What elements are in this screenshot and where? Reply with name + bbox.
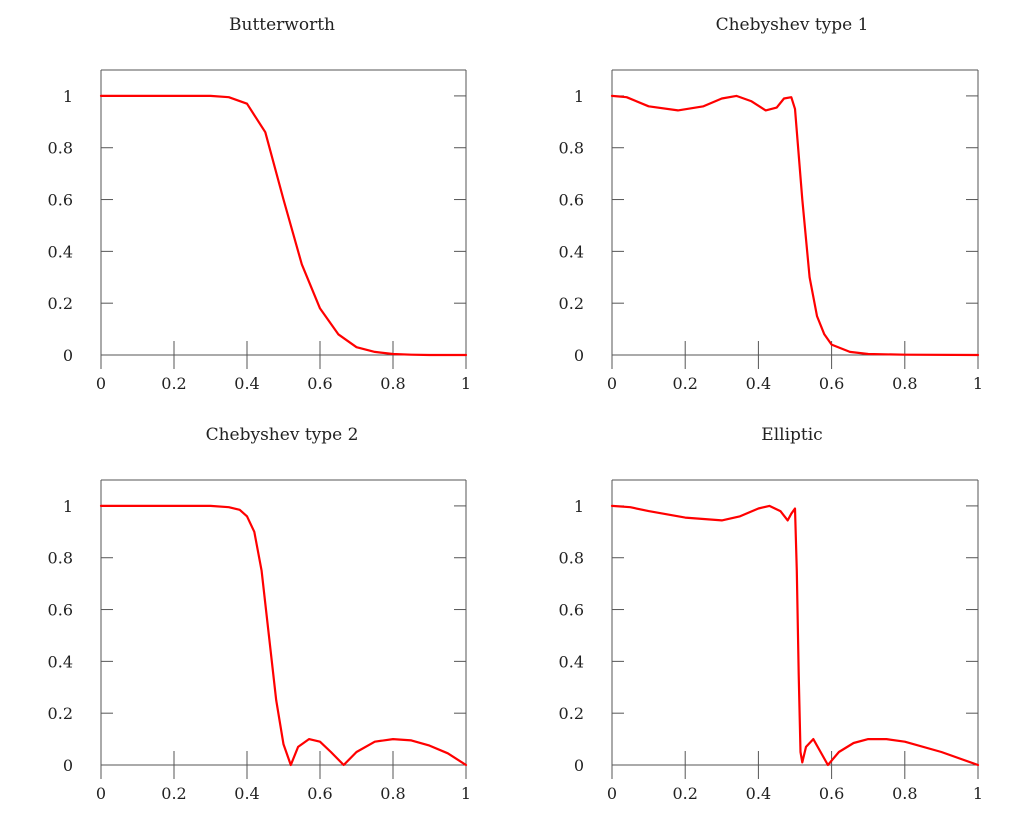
x-tick-labels: 0 0.2 0.4 0.6 0.8 1 bbox=[607, 784, 983, 803]
axes-frame bbox=[611, 479, 979, 766]
axes-frame bbox=[611, 69, 979, 356]
x-tick-label: 1 bbox=[973, 374, 983, 393]
x-tick-label: 1 bbox=[461, 784, 471, 803]
x-tick-label: 0.8 bbox=[380, 784, 405, 803]
series-layer bbox=[610, 94, 980, 357]
x-tick-label: 0.4 bbox=[234, 374, 259, 393]
tick-layer bbox=[611, 505, 979, 779]
x-tick-label: 0.6 bbox=[819, 784, 844, 803]
chart-title: Chebyshev type 2 bbox=[206, 425, 359, 445]
x-tick-label: 0.2 bbox=[161, 374, 186, 393]
y-tick-label: 0 bbox=[63, 756, 73, 775]
x-tick-label: 0 bbox=[607, 374, 617, 393]
x-tick-label: 1 bbox=[973, 784, 983, 803]
y-tick-label: 0.8 bbox=[559, 549, 584, 568]
chart-title: Elliptic bbox=[761, 425, 822, 445]
x-tick-label: 0.2 bbox=[672, 784, 697, 803]
y-tick-label: 0 bbox=[574, 756, 584, 775]
y-tick-label: 0.2 bbox=[48, 704, 73, 723]
y-tick-label: 0.4 bbox=[48, 652, 73, 671]
series-line bbox=[610, 504, 980, 767]
panel-butterworth: Butterworth 0 0.2 0.4 0.6 0.8 1 0 0.2 0.… bbox=[48, 15, 472, 393]
tick-layer bbox=[100, 95, 467, 369]
y-tick-labels: 0 0.2 0.4 0.6 0.8 1 bbox=[48, 497, 73, 775]
y-tick-label: 0.2 bbox=[559, 704, 584, 723]
y-tick-label: 0.4 bbox=[48, 242, 73, 261]
x-tick-label: 0.6 bbox=[307, 784, 332, 803]
y-tick-label: 0.4 bbox=[559, 652, 584, 671]
x-tick-label: 0.4 bbox=[234, 784, 259, 803]
y-tick-labels: 0 0.2 0.4 0.6 0.8 1 bbox=[559, 87, 584, 365]
y-tick-labels: 0 0.2 0.4 0.6 0.8 1 bbox=[48, 87, 73, 365]
chart-title: Butterworth bbox=[229, 15, 335, 35]
y-tick-label: 1 bbox=[574, 87, 584, 106]
x-tick-labels: 0 0.2 0.4 0.6 0.8 1 bbox=[96, 374, 471, 393]
y-tick-label: 0 bbox=[63, 346, 73, 365]
series-line bbox=[610, 94, 980, 357]
tick-layer bbox=[611, 95, 979, 369]
y-tick-label: 1 bbox=[63, 87, 73, 106]
y-tick-label: 0.6 bbox=[559, 191, 584, 210]
panel-elliptic: Elliptic 0 0.2 0.4 0.6 0.8 1 0 0.2 0.4 0… bbox=[559, 425, 984, 803]
y-tick-label: 0.8 bbox=[48, 139, 73, 158]
series-layer bbox=[610, 504, 980, 767]
y-tick-labels: 0 0.2 0.4 0.6 0.8 1 bbox=[559, 497, 584, 775]
x-tick-label: 1 bbox=[461, 374, 471, 393]
y-tick-label: 0.4 bbox=[559, 242, 584, 261]
y-tick-label: 0.2 bbox=[559, 294, 584, 313]
x-tick-label: 0.2 bbox=[161, 784, 186, 803]
x-tick-label: 0 bbox=[96, 784, 106, 803]
x-tick-label: 0.8 bbox=[380, 374, 405, 393]
series-layer bbox=[99, 94, 468, 357]
x-tick-labels: 0 0.2 0.4 0.6 0.8 1 bbox=[607, 374, 983, 393]
x-tick-label: 0 bbox=[96, 374, 106, 393]
y-tick-label: 0.6 bbox=[48, 191, 73, 210]
x-tick-label: 0 bbox=[607, 784, 617, 803]
series-line bbox=[99, 504, 468, 767]
axes-frame bbox=[100, 479, 467, 766]
x-tick-label: 0.4 bbox=[746, 374, 771, 393]
y-tick-label: 0.6 bbox=[559, 601, 584, 620]
axes-frame bbox=[100, 69, 467, 356]
y-tick-label: 0.2 bbox=[48, 294, 73, 313]
x-tick-label: 0.6 bbox=[307, 374, 332, 393]
y-tick-label: 0.6 bbox=[48, 601, 73, 620]
x-tick-label: 0.6 bbox=[819, 374, 844, 393]
y-tick-label: 0.8 bbox=[48, 549, 73, 568]
x-tick-label: 0.2 bbox=[672, 374, 697, 393]
x-tick-label: 0.4 bbox=[746, 784, 771, 803]
x-tick-labels: 0 0.2 0.4 0.6 0.8 1 bbox=[96, 784, 471, 803]
x-tick-label: 0.8 bbox=[892, 784, 917, 803]
y-tick-label: 1 bbox=[574, 497, 584, 516]
y-tick-label: 0.8 bbox=[559, 139, 584, 158]
x-tick-label: 0.8 bbox=[892, 374, 917, 393]
series-line bbox=[99, 94, 468, 357]
panel-chebyshev-type-2: Chebyshev type 2 0 0.2 0.4 0.6 0.8 1 0 0… bbox=[48, 425, 472, 803]
series-layer bbox=[99, 504, 468, 767]
panel-chebyshev-type-1: Chebyshev type 1 0 0.2 0.4 0.6 0.8 1 0 0… bbox=[559, 15, 984, 393]
y-tick-label: 1 bbox=[63, 497, 73, 516]
y-tick-label: 0 bbox=[574, 346, 584, 365]
chart-title: Chebyshev type 1 bbox=[716, 15, 869, 35]
